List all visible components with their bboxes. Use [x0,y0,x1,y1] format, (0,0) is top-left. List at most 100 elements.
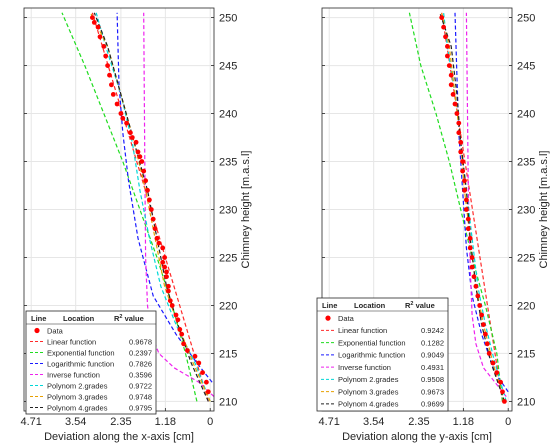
y-tick-label: 215 [517,348,535,360]
legend-entry-name: Inverse function [338,363,391,372]
series-line [454,12,509,393]
data-point [173,312,179,318]
data-point [129,135,135,140]
data-point [141,168,147,174]
data-point [484,341,490,347]
data-point [460,159,465,164]
data-point [446,63,452,68]
data-point [483,331,488,337]
legend-entry-name: Logarithmic function [338,351,405,360]
y-tick-label: 220 [219,300,237,312]
data-point [502,399,507,404]
data-point [166,288,171,294]
data-point [192,353,198,359]
data-point [467,245,473,251]
data-point [110,92,116,97]
data-point [152,226,158,232]
legend-box [25,310,157,415]
data-point [179,331,185,337]
data-point [465,216,471,222]
legend-entry-name: Inverse function [47,370,100,379]
data-point [445,44,450,49]
data-point [162,264,168,270]
data-point [164,274,169,280]
y-tick-label: 245 [219,61,237,73]
data-point [490,360,496,366]
data-point [196,360,202,366]
x-tick-label: 0 [505,416,511,428]
y-tick-label: 225 [517,252,535,264]
legend-entry-name: Data [338,314,355,323]
legend-header-line: Line [31,314,46,323]
legend-entry-name: Exponential function [338,338,406,347]
x-tick-label: 3.54 [363,416,384,428]
chart-panel-2: 210 215 220 225 230 235 240 245 250 4.71 3.54 2.35 1… [316,7,550,443]
data-point [439,15,445,20]
data-point [162,255,168,260]
legend-entry-name: Polynom 4.grades [47,403,108,412]
data-point [460,168,465,174]
y-tick-label: 210 [219,396,237,408]
data-point [127,130,133,136]
legend-header-location: Location [354,301,386,310]
legend-entry-r2: 0.9748 [129,392,152,401]
y-tick-label: 225 [219,252,237,264]
legend-header-r2-sup: 2 [410,301,413,307]
y-tick-label: 240 [219,109,237,121]
legend-entry-name: Polynom 2.grades [338,375,399,384]
series-line [61,12,198,402]
data-point [156,240,162,246]
data-point [469,264,475,270]
data-point [148,207,154,212]
y-axis-label: Chimney height [m.a.s.l] [538,151,550,269]
series-group [408,12,509,404]
data-point [105,63,110,68]
y-tick-label: 245 [517,61,535,73]
data-point [448,72,454,78]
data-point [147,197,152,203]
legend-entry-name: Polynom 2.grades [47,381,108,390]
legend-entry-name: Data [47,326,64,335]
data-point [133,139,139,145]
legend-header-r2: R2 value [114,314,144,323]
x-tick-label: 2.35 [408,416,429,428]
data-point [445,53,450,59]
data-point [464,197,469,203]
legend-entry-r2: 0.9242 [421,326,444,335]
data-point [160,245,166,251]
legend-entry-name: Logarithmic function [47,359,114,368]
legend-header-line: Line [322,301,337,310]
legend-entry-r2: 0.2397 [129,348,152,357]
y-tick-label: 235 [517,157,535,169]
y-axis-label: Chimney height [m.a.s.l] [240,151,252,269]
x-tick-label: 4.71 [21,416,42,428]
legend: Line Location R2 value Data Linear function 0… [25,310,157,415]
data-point [481,322,486,327]
x-tick-label: 4.71 [319,416,340,428]
data-point [471,274,477,280]
legend-entry-r2: 0.9049 [421,351,444,360]
y-tick-label: 220 [517,300,535,312]
data-point [448,82,454,88]
data-point [120,115,126,121]
legend-entry-name: Linear function [47,337,96,346]
data-point [107,72,112,78]
legend-entry-r2: 0.9795 [129,403,152,412]
x-tick-label: 2.35 [110,416,131,428]
data-point [124,120,129,126]
data-point [91,20,97,25]
data-point [441,24,446,30]
data-point [479,312,484,318]
data-point [452,101,458,107]
series-group [61,12,214,402]
data-point [443,34,448,40]
legend-entry-r2: 0.7826 [129,359,152,368]
y-tick-label: 210 [517,396,535,408]
data-point [169,303,175,308]
legend-entry-name: Polynom 4.grades [338,400,399,409]
legend-entry-name: Exponential function [47,348,115,357]
data-point [469,255,475,260]
data-point [200,370,206,375]
y-tick-label: 215 [219,348,237,360]
